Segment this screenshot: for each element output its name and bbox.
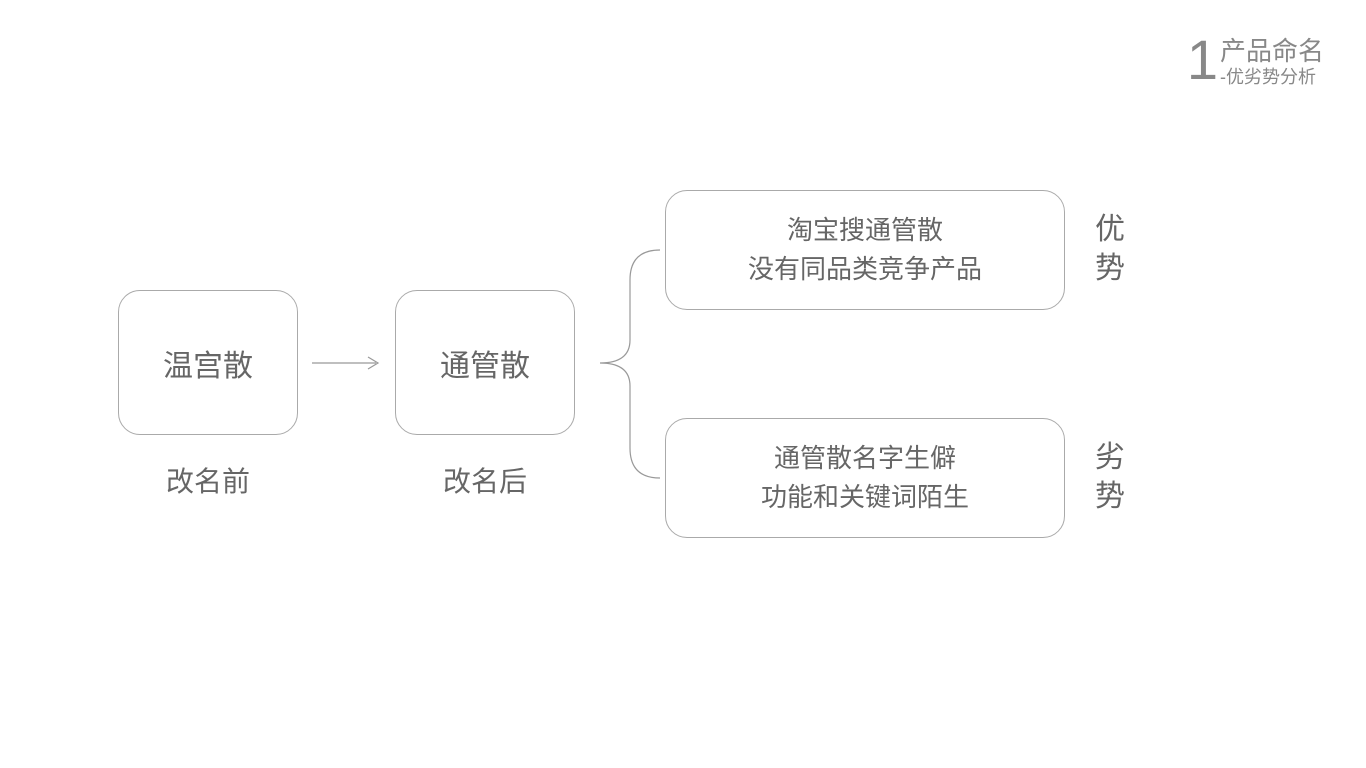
arrow-icon [308,350,388,376]
label-disadvantage-char2: 势 [1095,477,1125,516]
advantage-text: 淘宝搜通管散 没有同品类竞争产品 [748,211,982,289]
header-title: 产品命名 [1220,36,1324,67]
label-advantage-char1: 优 [1095,210,1125,249]
advantage-line2: 没有同品类竞争产品 [748,254,982,284]
label-advantage: 优 势 [1095,210,1125,288]
node-before-text: 温宫散 [163,341,253,385]
node-advantage: 淘宝搜通管散 没有同品类竞争产品 [665,190,1065,310]
slide-header: 1 产品命名 -优劣势分析 [1187,32,1324,89]
disadvantage-text: 通管散名字生僻 功能和关键词陌生 [761,439,969,517]
node-before-rename: 温宫散 [118,290,298,435]
caption-before: 改名前 [118,460,298,500]
section-number: 1 [1187,32,1218,88]
node-disadvantage: 通管散名字生僻 功能和关键词陌生 [665,418,1065,538]
advantage-line1: 淘宝搜通管散 [787,215,943,245]
caption-after: 改名后 [395,460,575,500]
header-text-group: 产品命名 -优劣势分析 [1220,32,1324,89]
label-disadvantage-char1: 劣 [1095,438,1125,477]
label-advantage-char2: 势 [1095,249,1125,288]
node-after-rename: 通管散 [395,290,575,435]
node-after-text: 通管散 [440,341,530,385]
header-subtitle: -优劣势分析 [1220,67,1324,89]
bracket-connector-icon [580,240,670,490]
disadvantage-line1: 通管散名字生僻 [774,443,956,473]
disadvantage-line2: 功能和关键词陌生 [761,482,969,512]
label-disadvantage: 劣 势 [1095,438,1125,516]
